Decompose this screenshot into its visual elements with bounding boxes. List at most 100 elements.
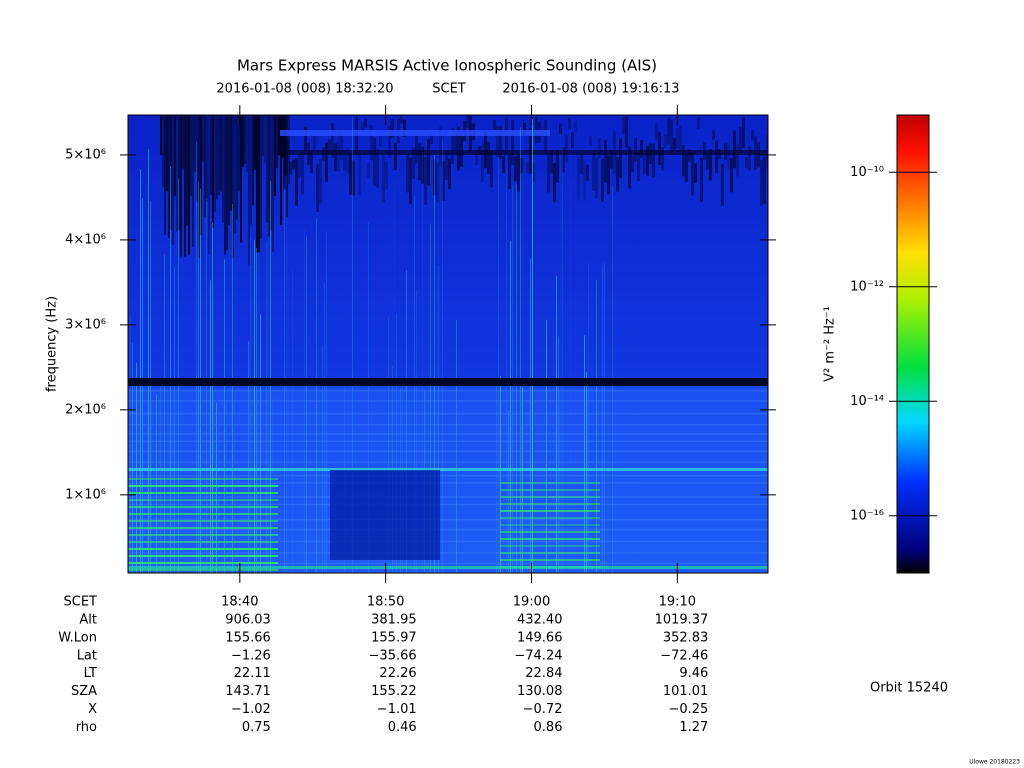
- texture: [226, 115, 228, 250]
- row-value: −0.25: [668, 702, 708, 717]
- texture: [128, 555, 278, 557]
- texture: [727, 143, 730, 169]
- texture: [301, 151, 304, 195]
- texture: [283, 153, 286, 190]
- texture: [232, 203, 233, 573]
- texture: [252, 115, 254, 206]
- texture: [292, 159, 295, 170]
- row-value: 155.97: [371, 630, 417, 645]
- texture: [500, 538, 600, 540]
- texture: [236, 115, 238, 220]
- texture: [216, 403, 217, 573]
- texture: [128, 540, 768, 543]
- texture: [391, 118, 394, 138]
- texture: [595, 157, 598, 199]
- texture: [172, 115, 174, 245]
- row-value: −1.01: [377, 702, 417, 717]
- texture: [316, 218, 317, 573]
- texture: [433, 159, 436, 196]
- row-label: rho: [76, 720, 97, 735]
- colorbar-tick-label: 10⁻¹²: [850, 279, 884, 294]
- texture: [598, 137, 601, 158]
- texture: [622, 117, 625, 135]
- texture: [436, 162, 439, 203]
- texture: [328, 139, 331, 155]
- texture: [194, 115, 196, 172]
- texture: [358, 151, 361, 196]
- texture: [592, 152, 595, 191]
- row-label: W.Lon: [58, 630, 97, 645]
- texture: [174, 115, 176, 197]
- texture: [697, 116, 700, 129]
- texture: [184, 115, 186, 257]
- row-value: 0.46: [388, 720, 417, 735]
- texture: [180, 154, 181, 573]
- texture: [286, 115, 288, 218]
- texture: [560, 125, 561, 573]
- row-value: 22.11: [234, 666, 271, 681]
- texture: [156, 394, 157, 573]
- texture: [570, 132, 571, 573]
- texture: [502, 155, 505, 174]
- row-value: 1019.37: [655, 613, 709, 628]
- texture: [289, 160, 292, 175]
- texture: [208, 115, 210, 255]
- texture: [522, 387, 523, 573]
- texture: [128, 433, 768, 435]
- row-value: 155.66: [225, 630, 271, 645]
- texture: [262, 115, 264, 157]
- texture: [132, 343, 133, 573]
- texture: [370, 125, 373, 161]
- texture: [250, 238, 251, 573]
- texture: [550, 150, 553, 174]
- texture: [260, 115, 262, 239]
- texture: [361, 121, 364, 134]
- texture: [266, 115, 268, 223]
- texture: [448, 158, 451, 190]
- row-value: 0.86: [534, 720, 563, 735]
- texture: [128, 461, 768, 463]
- texture: [224, 259, 225, 573]
- row-label: LT: [84, 666, 97, 681]
- texture: [128, 450, 768, 452]
- texture: [349, 153, 352, 195]
- texture: [526, 162, 529, 173]
- texture: [250, 115, 252, 225]
- texture: [178, 178, 179, 573]
- colorbar: [896, 114, 930, 574]
- texture: [428, 298, 429, 573]
- texture: [330, 470, 440, 560]
- x-axis-label: SCET: [64, 595, 98, 610]
- texture: [604, 263, 605, 573]
- texture: [240, 115, 242, 243]
- texture: [709, 149, 712, 181]
- texture: [532, 162, 535, 182]
- texture: [128, 478, 278, 480]
- texture: [559, 123, 562, 135]
- texture: [242, 115, 244, 168]
- texture: [454, 134, 457, 151]
- texture: [324, 282, 325, 573]
- texture: [643, 153, 646, 174]
- texture: [500, 376, 501, 573]
- texture: [182, 115, 184, 169]
- texture: [258, 115, 260, 253]
- texture: [415, 135, 418, 164]
- texture: [216, 115, 218, 200]
- texture: [254, 240, 255, 573]
- row-value: 9.46: [679, 666, 708, 681]
- texture: [280, 125, 283, 157]
- row-value: 352.83: [663, 630, 709, 645]
- row-value: −74.24: [514, 648, 562, 663]
- texture: [430, 132, 433, 145]
- texture: [214, 115, 216, 212]
- row-value: 22.26: [379, 666, 416, 681]
- texture: [368, 222, 369, 573]
- texture: [733, 130, 736, 169]
- subtitle-frame: SCET: [432, 82, 466, 97]
- texture: [571, 132, 574, 149]
- texture: [588, 263, 589, 573]
- orbit: Orbit 15240: [870, 681, 948, 696]
- texture: [128, 520, 278, 522]
